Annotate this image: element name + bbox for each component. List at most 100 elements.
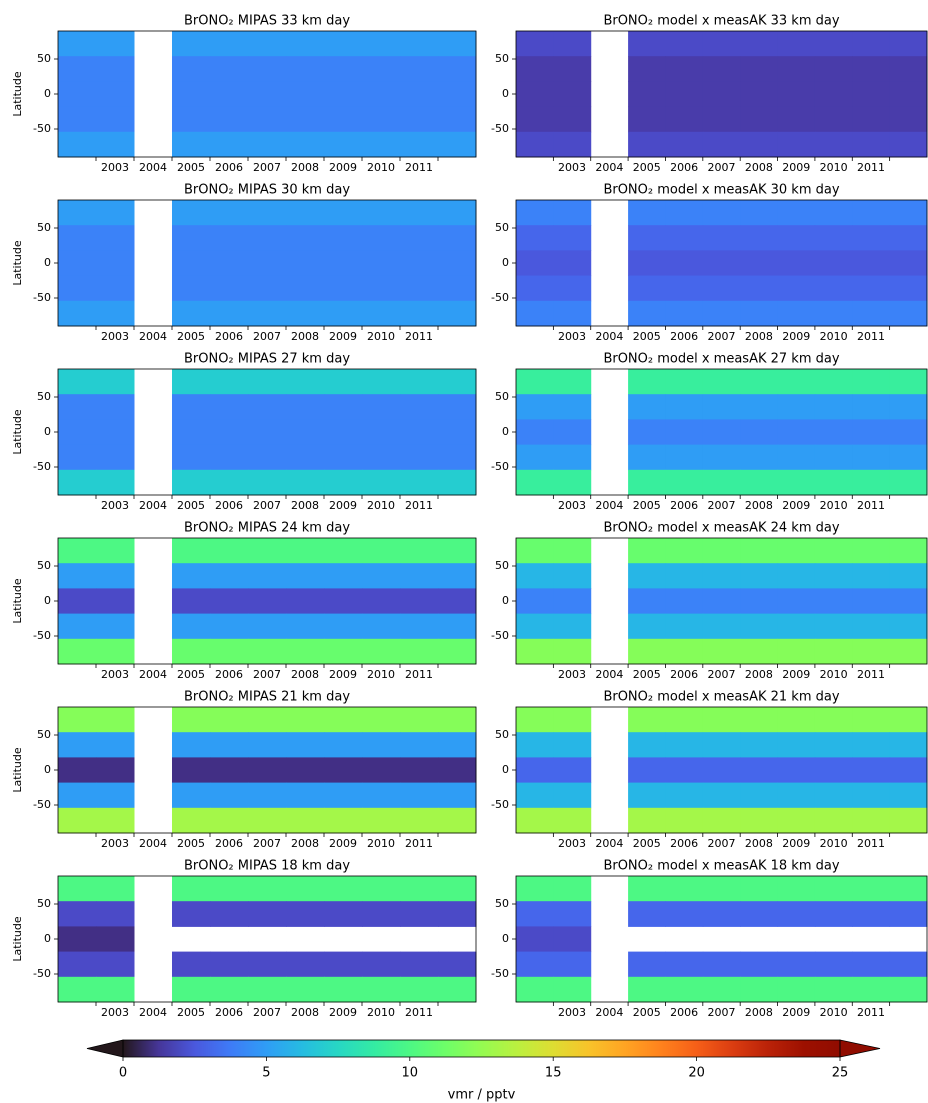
heat-cell (740, 300, 779, 327)
heat-cell (96, 732, 135, 758)
heat-cell (58, 926, 97, 953)
x-tick-label: 2003 (558, 1006, 586, 1019)
heat-cell (438, 782, 477, 809)
heat-cell (628, 225, 666, 251)
heat-cell (814, 225, 853, 251)
heat-cell (665, 757, 704, 784)
heat-cell (362, 707, 401, 733)
heat-cell (172, 394, 211, 420)
heat-cell (814, 782, 853, 809)
heat-cell (96, 563, 135, 589)
heat-cell (702, 369, 741, 395)
heat-cell (777, 131, 816, 158)
x-tick-label: 2008 (291, 499, 319, 512)
heat-cell (324, 563, 363, 589)
heat-cell (438, 757, 477, 784)
heat-cell (814, 638, 853, 665)
x-tick-label: 2004 (139, 837, 167, 850)
heat-cell (438, 250, 477, 277)
y-axis-label: Latitude (11, 747, 24, 793)
heat-cell (702, 613, 741, 640)
y-axis-label: Latitude (11, 71, 24, 117)
heat-cell (852, 56, 891, 82)
heat-cell (777, 394, 816, 420)
heat-cell (665, 469, 704, 496)
y-tick-label: -50 (33, 967, 51, 980)
x-tick-label: 2003 (101, 668, 129, 681)
y-tick-label: -50 (491, 122, 509, 135)
heat-cell (628, 782, 666, 809)
heat-cell (248, 106, 287, 133)
heat-cell (889, 300, 928, 327)
heat-cell (210, 275, 249, 302)
y-tick-label: -50 (491, 291, 509, 304)
heat-cell (96, 976, 135, 1003)
heat-cell (628, 31, 666, 57)
heat-cell (324, 106, 363, 133)
heat-cell (628, 538, 666, 564)
heat-cell (96, 707, 135, 733)
heat-cell (628, 131, 666, 158)
heat-cell (628, 901, 666, 927)
heat-cell (889, 394, 928, 420)
heat-cell (814, 419, 853, 446)
heat-cell (516, 106, 554, 133)
heat-cell (889, 757, 928, 784)
heat-cell (362, 588, 401, 615)
colorbar-tick-label: 15 (545, 1066, 562, 1081)
heat-cell (814, 876, 853, 902)
heat-cell (248, 300, 287, 327)
heat-cell (777, 951, 816, 978)
heat-cell (438, 225, 477, 251)
x-tick-label: 2010 (367, 837, 395, 850)
heat-cell (665, 782, 704, 809)
heat-cell (814, 200, 853, 226)
heat-cell (248, 563, 287, 589)
heat-cell (852, 976, 891, 1003)
heat-cell (889, 782, 928, 809)
heat-cell (362, 56, 401, 82)
heat-cell (172, 732, 211, 758)
heat-cell (777, 707, 816, 733)
heat-cell (516, 131, 554, 158)
heat-cell (702, 782, 741, 809)
heat-cell (814, 951, 853, 978)
heat-cell (96, 757, 135, 784)
heat-cell (96, 588, 135, 615)
heat-cell (172, 563, 211, 589)
y-tick-label: 50 (37, 728, 51, 741)
heat-cell (702, 469, 741, 496)
x-tick-label: 2006 (670, 1006, 698, 1019)
heat-cell (362, 807, 401, 834)
x-tick-label: 2010 (367, 1006, 395, 1019)
heat-cell (96, 901, 135, 927)
heat-cell (665, 394, 704, 420)
heat-cell (438, 31, 477, 57)
heat-cell (172, 200, 211, 226)
colorbar-tick-label: 10 (402, 1066, 419, 1081)
heat-cell (286, 563, 325, 589)
heat-cell (324, 300, 363, 327)
heat-cell (400, 707, 439, 733)
heat-cell (400, 638, 439, 665)
heat-cell (172, 707, 211, 733)
heat-cell (777, 200, 816, 226)
heat-cell (702, 538, 741, 564)
colorbar (123, 1040, 840, 1057)
heat-cell (286, 707, 325, 733)
heat-cell (286, 419, 325, 446)
y-tick-label: -50 (491, 967, 509, 980)
heat-cell (400, 81, 439, 108)
heat-cell (362, 250, 401, 277)
heat-cell (438, 200, 477, 226)
heat-cell (702, 31, 741, 57)
heat-cell (814, 807, 853, 834)
heat-cell (740, 732, 779, 758)
x-tick-label: 2009 (782, 161, 810, 174)
heat-cell (740, 588, 779, 615)
heat-cell (400, 807, 439, 834)
heat-cell (58, 588, 97, 615)
heat-cell (852, 901, 891, 927)
heat-cell (814, 588, 853, 615)
heat-cell (553, 782, 592, 809)
